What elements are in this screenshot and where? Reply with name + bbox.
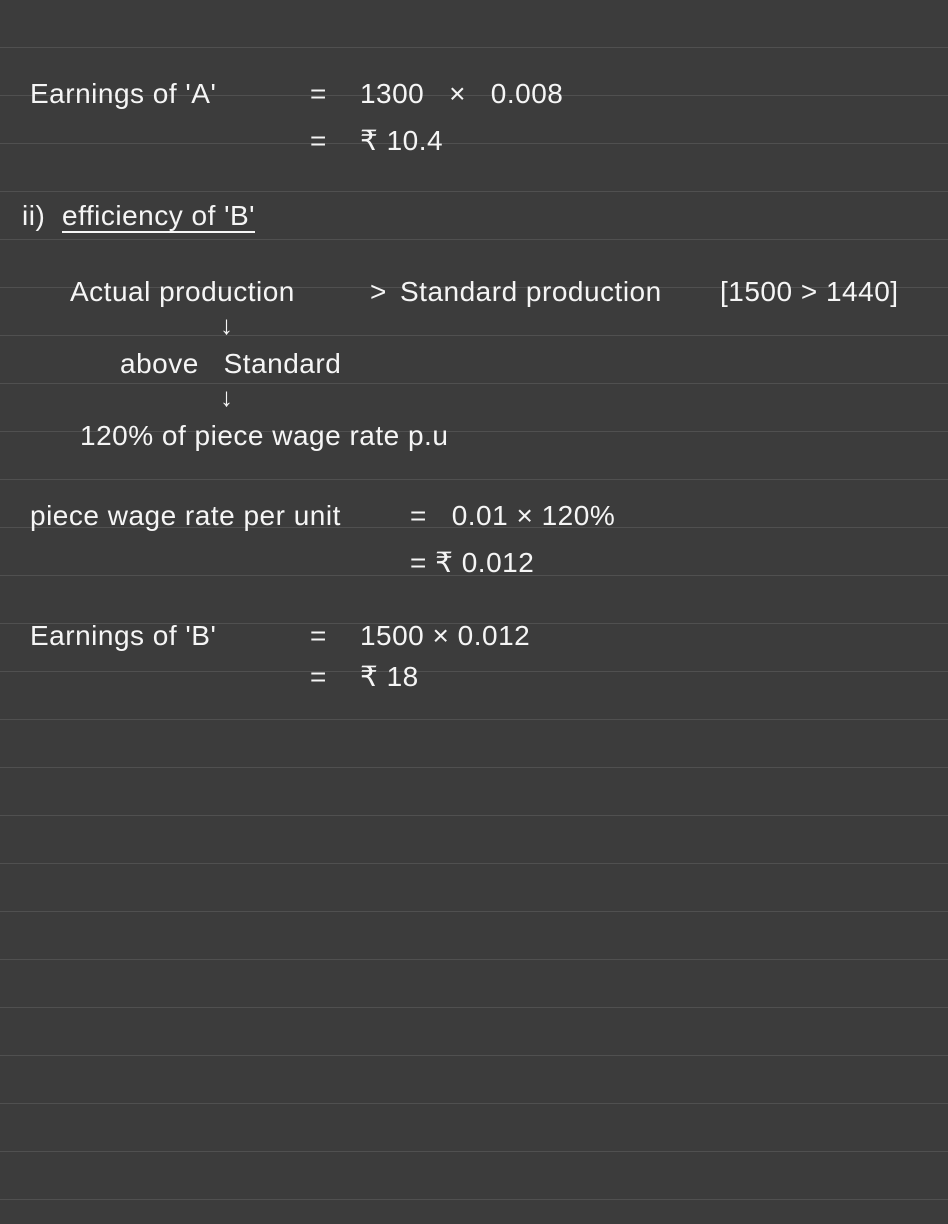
earnings-a-lhs: Earnings of 'A' bbox=[30, 78, 216, 110]
heading-num: ii) bbox=[22, 200, 45, 232]
earnings-b-eq2: = ₹ 18 bbox=[310, 660, 419, 693]
percent-line: 120% of piece wage rate p.u bbox=[80, 420, 448, 452]
compare-bracket: [1500 > 1440] bbox=[720, 276, 899, 308]
piece-rate-eq1: = 0.01 × 120% bbox=[410, 500, 615, 532]
earnings-a-eq1: = 1300 × 0.008 bbox=[310, 78, 563, 110]
compare-lhs: Actual production bbox=[70, 276, 295, 308]
ruled-lines bbox=[0, 0, 948, 1224]
piece-rate-lhs: piece wage rate per unit bbox=[30, 500, 341, 532]
compare-rhs: Standard production bbox=[400, 276, 662, 308]
above-standard: above Standard bbox=[120, 348, 341, 380]
arrow-down-icon: ↓ bbox=[220, 384, 233, 410]
earnings-a-eq2: = ₹ 10.4 bbox=[310, 124, 443, 157]
heading-text: efficiency of 'B' bbox=[62, 200, 255, 232]
arrow-down-icon: ↓ bbox=[220, 312, 233, 338]
earnings-b-lhs: Earnings of 'B' bbox=[30, 620, 216, 652]
compare-gt: > bbox=[370, 276, 387, 308]
handwritten-note-page: Earnings of 'A' = 1300 × 0.008 = ₹ 10.4 … bbox=[0, 0, 948, 1224]
earnings-b-eq1: = 1500 × 0.012 bbox=[310, 620, 530, 652]
piece-rate-eq2: = ₹ 0.012 bbox=[410, 546, 534, 579]
